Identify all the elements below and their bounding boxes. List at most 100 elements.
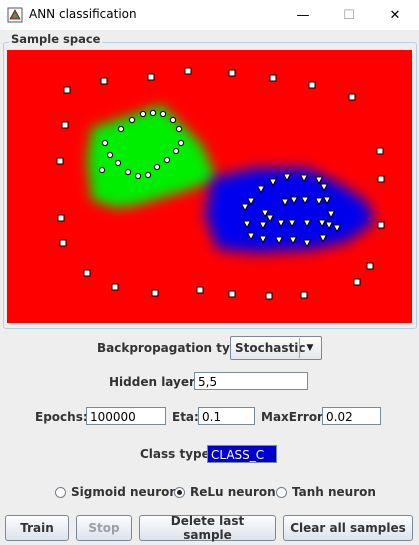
sample-square xyxy=(300,291,308,299)
sigmoid-neuron-label: Sigmoid neuron xyxy=(71,485,178,499)
sample-triangle xyxy=(326,210,336,219)
sample-triangle xyxy=(265,214,275,223)
sample-triangle xyxy=(289,196,299,205)
sample-square xyxy=(376,147,384,155)
sample-markers xyxy=(56,67,385,300)
class-region-blue xyxy=(205,168,375,253)
sample-triangle xyxy=(314,197,324,206)
backprop-type-value: Stochastic xyxy=(235,341,306,355)
sample-triangle xyxy=(242,220,252,229)
sample-triangle xyxy=(302,239,312,248)
sample-space-canvas[interactable] xyxy=(7,50,412,323)
sample-triangle xyxy=(240,203,250,212)
sample-square xyxy=(63,86,71,94)
sample-triangle xyxy=(258,221,268,230)
title-bar: ANN classification — ☐ ✕ xyxy=(0,0,419,30)
chevron-down-icon[interactable]: ▼ xyxy=(299,338,320,358)
sample-square xyxy=(348,93,356,101)
epochs-input[interactable]: 100000 xyxy=(86,407,166,425)
sample-square xyxy=(184,67,192,75)
sample-square xyxy=(265,292,273,300)
tanh-neuron-label: Tanh neuron xyxy=(292,485,376,499)
sample-triangle xyxy=(268,178,278,187)
sample-triangle xyxy=(302,219,312,228)
backprop-label: Backpropagation type: xyxy=(97,341,252,355)
sample-square xyxy=(147,73,155,81)
sample-square xyxy=(228,69,236,77)
sample-triangle xyxy=(280,198,290,207)
radio-checked-icon xyxy=(174,486,185,498)
sample-circle xyxy=(128,116,136,124)
window-title: ANN classification xyxy=(29,7,137,21)
relu-neuron-radio[interactable]: ReLu neuron xyxy=(174,485,276,499)
sample-circle xyxy=(172,147,180,155)
sample-square xyxy=(57,214,65,222)
sample-circle xyxy=(149,109,157,117)
sample-circle xyxy=(139,110,147,118)
sample-square xyxy=(151,289,159,297)
sample-triangle xyxy=(246,232,256,241)
eta-label: Eta: xyxy=(172,410,199,424)
maxerror-label: MaxError: xyxy=(261,410,328,424)
sample-triangle xyxy=(300,196,310,205)
radio-unchecked-icon xyxy=(55,486,66,498)
sample-circle xyxy=(101,139,109,147)
sample-triangle xyxy=(274,236,284,245)
hidden-layers-label: Hidden layers: xyxy=(109,375,207,389)
relu-neuron-label: ReLu neuron xyxy=(190,485,276,499)
sample-circle xyxy=(106,151,114,159)
sample-circle xyxy=(153,163,161,171)
sample-square xyxy=(269,74,277,82)
backprop-type-select[interactable]: Stochastic ▼ xyxy=(230,336,322,360)
sample-triangle xyxy=(276,219,286,228)
sample-triangle xyxy=(288,236,298,245)
sample-square xyxy=(61,121,69,129)
tanh-neuron-radio[interactable]: Tanh neuron xyxy=(276,485,376,499)
sample-square xyxy=(196,286,204,294)
class-region-red xyxy=(7,50,412,323)
sample-circle xyxy=(124,168,132,176)
clear-all-samples-button[interactable]: Clear all samples xyxy=(283,515,413,541)
train-button[interactable]: Train xyxy=(5,515,69,541)
eta-input[interactable]: 0.1 xyxy=(198,407,255,425)
epochs-label: Epochs: xyxy=(35,410,88,424)
sample-triangle xyxy=(317,219,327,228)
delete-last-sample-button[interactable]: Delete last sample xyxy=(139,514,276,542)
hidden-layers-input[interactable]: 5,5 xyxy=(194,372,308,390)
sample-triangle xyxy=(246,197,256,206)
sample-square xyxy=(377,221,385,229)
sample-space-title: Sample space xyxy=(9,32,103,46)
sample-triangle xyxy=(332,224,342,233)
sample-triangle xyxy=(319,183,329,192)
minimize-button[interactable]: — xyxy=(296,7,310,23)
maximize-button[interactable]: ☐ xyxy=(343,7,355,23)
sample-square xyxy=(83,269,91,277)
radio-unchecked-icon xyxy=(276,486,287,498)
sample-square xyxy=(100,77,108,85)
sample-circle xyxy=(114,159,122,167)
sample-triangle xyxy=(256,185,266,194)
sample-triangle xyxy=(287,219,297,228)
sample-circle xyxy=(98,166,106,174)
sigmoid-neuron-radio[interactable]: Sigmoid neuron xyxy=(55,485,178,499)
sample-circle xyxy=(144,171,152,179)
sample-triangle xyxy=(299,174,309,183)
stop-button[interactable]: Stop xyxy=(76,515,132,541)
close-button[interactable]: ✕ xyxy=(389,7,401,23)
sample-square xyxy=(56,157,64,165)
sample-circle xyxy=(159,110,167,118)
class-type-field[interactable]: CLASS_C xyxy=(207,445,277,463)
sample-triangle xyxy=(282,173,292,182)
sample-triangle xyxy=(324,221,334,230)
sample-circle xyxy=(175,125,183,133)
sample-square xyxy=(353,278,361,286)
sample-triangle xyxy=(322,196,332,205)
sample-circle xyxy=(169,116,177,124)
sample-square xyxy=(59,239,67,247)
app-icon xyxy=(7,7,23,23)
sample-space-group xyxy=(3,42,417,329)
maxerror-input[interactable]: 0.02 xyxy=(322,407,381,425)
sample-square xyxy=(377,175,385,183)
sample-circle xyxy=(134,172,142,180)
sample-circle xyxy=(177,139,185,147)
